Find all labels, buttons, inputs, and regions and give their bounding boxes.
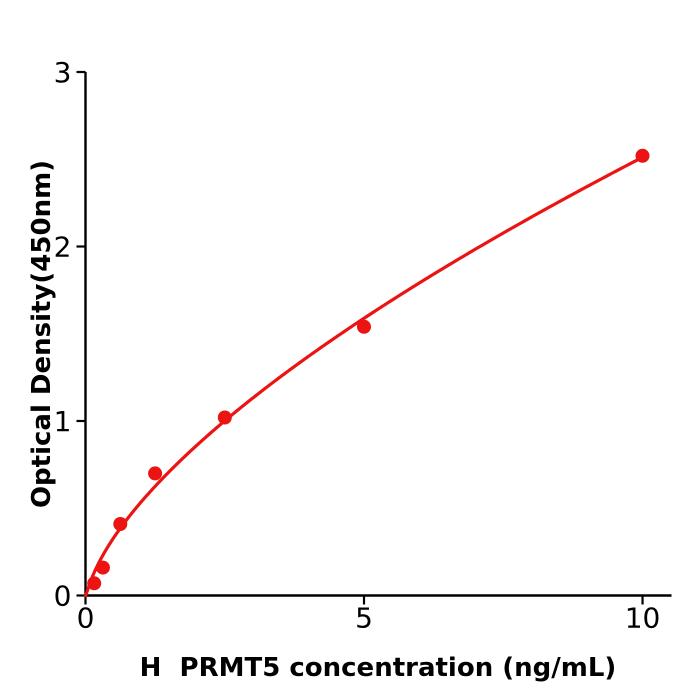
- x-tick-label: 0: [77, 602, 95, 635]
- data-point: [357, 319, 371, 334]
- x-tick-label: 10: [625, 602, 661, 635]
- fit-curve-line: [83, 155, 645, 598]
- data-point: [87, 576, 102, 591]
- data-point: [217, 410, 232, 425]
- x-axis-ticks: 0 5 10: [77, 595, 661, 635]
- data-points: [87, 148, 650, 591]
- data-point: [148, 466, 163, 481]
- data-point: [113, 517, 128, 531]
- data-point: [635, 148, 650, 163]
- y-tick-label: 3: [54, 56, 72, 89]
- y-tick-label: 0: [54, 580, 72, 613]
- y-tick-label: 2: [54, 231, 72, 264]
- x-axis-label: H PRMT5 concentration (ng/mL): [140, 653, 617, 683]
- y-axis-label: Optical Density(450nm): [27, 160, 57, 508]
- y-axis-ticks: 0 1 2 3: [54, 56, 86, 613]
- data-point: [95, 560, 110, 575]
- y-tick-label: 1: [54, 405, 72, 438]
- x-tick-label: 5: [355, 602, 373, 635]
